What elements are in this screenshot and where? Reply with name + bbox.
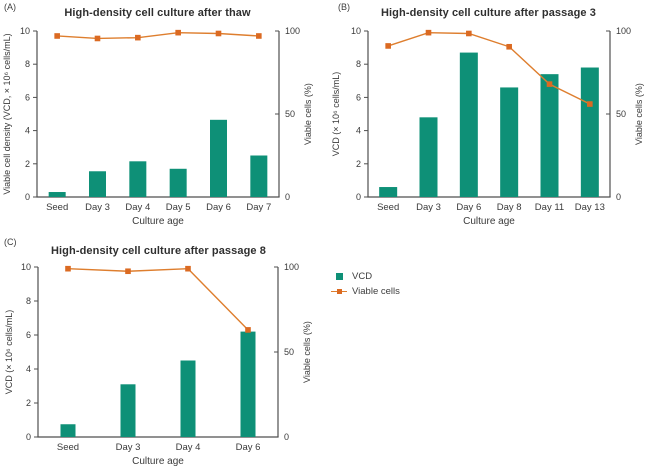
svg-text:50: 50	[616, 109, 626, 119]
svg-text:10: 10	[351, 26, 361, 36]
svg-text:100: 100	[284, 262, 299, 272]
chart-panel-a: (A) High-density cell culture after thaw…	[0, 0, 325, 234]
chart-panel-c: (C) High-density cell culture after pass…	[0, 235, 325, 469]
svg-text:0: 0	[285, 192, 290, 202]
svg-text:2: 2	[25, 159, 30, 169]
svg-text:Culture age: Culture age	[132, 456, 184, 467]
svg-text:Day 7: Day 7	[246, 202, 271, 213]
svg-text:50: 50	[285, 109, 295, 119]
legend-label-vcd: VCD	[352, 271, 373, 282]
svg-text:6: 6	[25, 92, 30, 102]
svg-text:2: 2	[26, 398, 31, 408]
svg-text:Day 3: Day 3	[116, 442, 141, 453]
legend-label-viable-cells: Viable cells	[352, 286, 400, 297]
svg-text:8: 8	[26, 296, 31, 306]
svg-text:VCD (× 10⁶ cells/mL): VCD (× 10⁶ cells/mL)	[331, 72, 341, 156]
svg-text:Viable cells (%): Viable cells (%)	[303, 83, 313, 145]
svg-text:100: 100	[285, 26, 300, 36]
panel-label-b: (B)	[338, 2, 350, 12]
vcd-swatch-icon	[336, 273, 343, 280]
svg-text:0: 0	[284, 432, 289, 442]
chart-a-title: High-density cell culture after thaw	[64, 7, 251, 19]
svg-text:Day 6: Day 6	[456, 202, 481, 213]
svg-text:VCD (× 10⁶ cells/mL): VCD (× 10⁶ cells/mL)	[4, 310, 14, 394]
legend-line-marker	[336, 289, 342, 294]
svg-text:Seed: Seed	[57, 442, 79, 453]
legend-item-vcd: VCD	[336, 269, 400, 284]
chart-b-title: High-density cell culture after passage …	[380, 7, 596, 19]
svg-text:0: 0	[616, 192, 621, 202]
svg-text:10: 10	[20, 26, 30, 36]
svg-text:2: 2	[356, 159, 361, 169]
svg-text:100: 100	[616, 26, 631, 36]
svg-text:6: 6	[356, 92, 361, 102]
svg-text:Seed: Seed	[377, 202, 399, 213]
svg-text:Day 11: Day 11	[535, 202, 564, 213]
svg-text:6: 6	[26, 330, 31, 340]
chart-panel-b: (B) High-density cell culture after pass…	[325, 0, 650, 234]
svg-text:0: 0	[26, 432, 31, 442]
legend-item-viable-cells: Viable cells	[331, 284, 400, 299]
chart-legend: VCD Viable cells	[331, 269, 400, 299]
svg-text:4: 4	[26, 364, 31, 374]
svg-text:Day 6: Day 6	[236, 442, 261, 453]
svg-text:Day 3: Day 3	[85, 202, 110, 213]
svg-text:Day 13: Day 13	[575, 202, 605, 213]
svg-text:8: 8	[356, 59, 361, 69]
viable-cells-line-icon	[331, 288, 347, 295]
svg-text:Day 6: Day 6	[206, 202, 231, 213]
svg-text:Culture age: Culture age	[132, 216, 184, 227]
svg-text:Viable cells (%): Viable cells (%)	[634, 83, 644, 145]
panel-label-a: (A)	[4, 2, 16, 12]
svg-text:Day 8: Day 8	[497, 202, 522, 213]
svg-text:Viable cell density (VCD, × 10: Viable cell density (VCD, × 10⁶ cells/mL…	[2, 33, 12, 194]
svg-text:Day 4: Day 4	[176, 442, 201, 453]
svg-text:4: 4	[25, 126, 30, 136]
svg-text:4: 4	[356, 126, 361, 136]
svg-text:0: 0	[356, 192, 361, 202]
svg-text:8: 8	[25, 59, 30, 69]
panel-label-c: (C)	[4, 237, 17, 247]
svg-text:Viable cells (%): Viable cells (%)	[302, 321, 312, 383]
svg-text:Culture age: Culture age	[463, 216, 515, 227]
svg-text:Day 4: Day 4	[125, 202, 150, 213]
svg-text:Day 3: Day 3	[416, 202, 441, 213]
svg-text:0: 0	[25, 192, 30, 202]
svg-text:Seed: Seed	[46, 202, 68, 213]
svg-text:50: 50	[284, 347, 294, 357]
chart-c-title: High-density cell culture after passage …	[50, 245, 266, 257]
svg-text:10: 10	[21, 262, 31, 272]
svg-text:Day 5: Day 5	[166, 202, 191, 213]
